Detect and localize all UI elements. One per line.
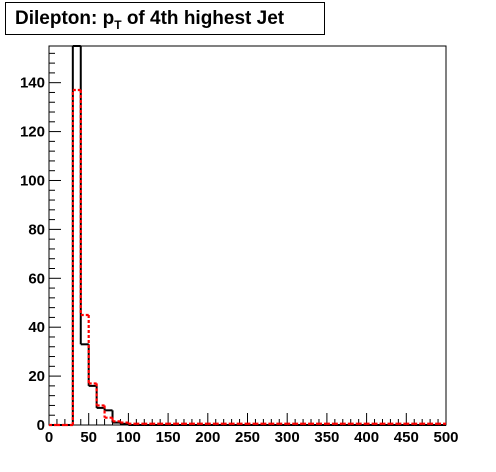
y-tick-label: 120 <box>20 124 45 141</box>
x-tick-label: 150 <box>156 429 181 446</box>
plot-frame <box>48 45 447 426</box>
x-axis: 0 50 100 150 200 250 300 350 400 450 500 <box>45 413 459 446</box>
y-tick-label: 0 <box>37 417 45 434</box>
y-tick-label: 80 <box>28 221 45 238</box>
chart-title-subscript: T <box>114 18 122 32</box>
x-tick-label: 0 <box>45 429 53 446</box>
y-tick-label: 60 <box>28 270 45 287</box>
x-tick-label: 50 <box>80 429 97 446</box>
x-tick-label: 100 <box>116 429 141 446</box>
chart-title: Dilepton: pT of 4th highest Jet <box>5 2 325 35</box>
x-tick-label: 400 <box>354 429 379 446</box>
x-tick-label: 250 <box>235 429 260 446</box>
y-tick-label: 100 <box>20 172 45 189</box>
x-tick-label: 300 <box>275 429 300 446</box>
series-layer <box>49 45 446 427</box>
histogram-series <box>49 88 446 427</box>
y-tick-label: 20 <box>28 368 45 385</box>
chart-title-suffix: of 4th highest Jet <box>121 8 285 29</box>
x-tick-label: 200 <box>195 429 220 446</box>
chart-title-prefix: Dilepton: p <box>15 8 115 29</box>
x-tick-label: 450 <box>394 429 419 446</box>
x-tick-label: 350 <box>314 429 339 446</box>
histogram-series <box>49 45 446 426</box>
y-axis: 0 20 40 60 80 100 120 140 <box>20 52 61 434</box>
x-tick-label: 500 <box>433 429 458 446</box>
y-tick-label: 40 <box>28 319 45 336</box>
y-tick-label: 140 <box>20 75 45 92</box>
